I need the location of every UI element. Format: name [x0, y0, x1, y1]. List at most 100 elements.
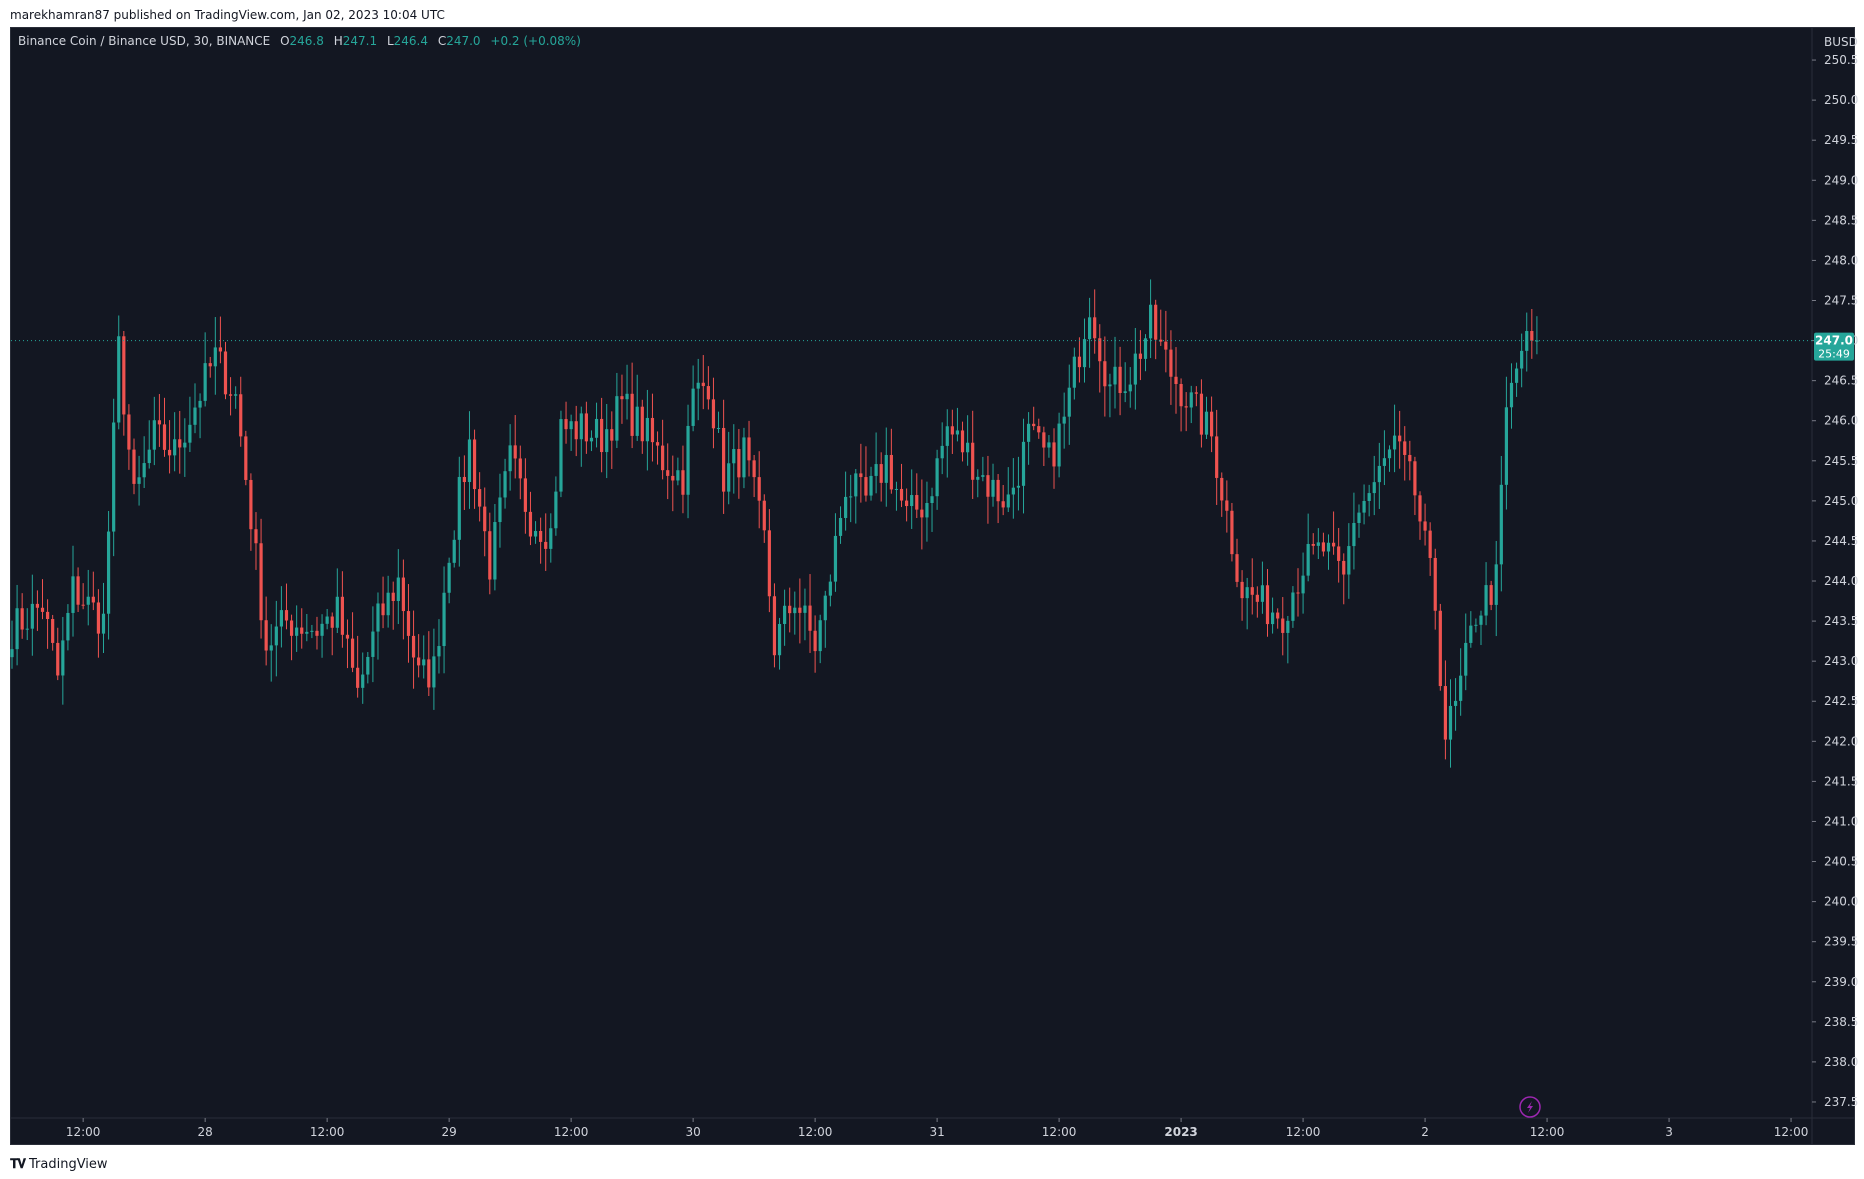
candle-body [539, 530, 543, 542]
x-tick-label: 12:00 [310, 1125, 345, 1139]
candle-body [925, 503, 929, 518]
candle-body [498, 497, 502, 523]
candle-body [798, 607, 802, 613]
candle-body [945, 426, 949, 446]
candle-body [991, 479, 995, 497]
candle-body [20, 608, 24, 630]
candle-body [1077, 356, 1082, 368]
candle-body [1042, 432, 1046, 448]
candle-body [1225, 500, 1229, 511]
candle-body [234, 394, 238, 396]
candle-body [803, 605, 807, 613]
candle-body [1032, 423, 1036, 427]
candle-body [396, 577, 400, 602]
candle-body [1138, 353, 1143, 359]
candle-body [589, 437, 594, 442]
candle-body [147, 449, 151, 464]
candle-body [1494, 564, 1498, 605]
candle-body [15, 608, 19, 650]
candle-body [1011, 487, 1015, 495]
candle-body [737, 449, 741, 478]
candle-body [356, 667, 360, 688]
candle-body [457, 476, 461, 540]
candle-body [747, 437, 751, 461]
candle-body [478, 489, 482, 507]
candle-body [71, 576, 75, 613]
candle-body [386, 592, 390, 616]
candle-body [605, 429, 609, 453]
candle-body [955, 430, 960, 435]
candle-body [1016, 485, 1021, 488]
candle-body [960, 430, 965, 453]
candle-body [1220, 477, 1224, 501]
candle-body [554, 491, 558, 529]
candle-body [864, 477, 868, 496]
candle-body [223, 351, 228, 395]
candle-body [569, 421, 573, 430]
y-tick-label: 241.0 [1824, 814, 1858, 828]
y-tick-label: 247.5 [1824, 294, 1858, 308]
candle-body [467, 439, 472, 483]
candle-body [1082, 339, 1087, 368]
candle-body [208, 363, 212, 367]
candle-body [1377, 465, 1381, 483]
candle-body [650, 417, 655, 443]
candle-body [437, 646, 441, 657]
candle-body [513, 445, 517, 459]
y-tick-label: 248.5 [1824, 213, 1858, 227]
chart-frame[interactable] [10, 27, 1855, 1145]
candle-body [1316, 542, 1320, 546]
candle-body [1057, 423, 1061, 467]
candle-body [86, 596, 90, 605]
x-tick-label: 12:00 [66, 1125, 101, 1139]
candle-body [25, 628, 29, 630]
candle-body [691, 388, 695, 426]
candle-body [706, 386, 710, 400]
candle-body [417, 657, 421, 666]
high-label: H [333, 34, 343, 48]
candle-body [1281, 618, 1285, 633]
candle-body [666, 470, 670, 476]
candle-body [1199, 393, 1204, 435]
candle-body [828, 581, 832, 596]
candle-body [228, 394, 233, 396]
candle-body [51, 619, 55, 643]
candle-body [544, 541, 548, 549]
last-price-label: 247.0 [1815, 334, 1853, 348]
candle-body [772, 596, 777, 656]
candle-body [920, 509, 924, 518]
candle-body [1128, 384, 1132, 392]
candle-body [971, 442, 975, 480]
candle-body [1357, 512, 1361, 523]
candle-body [777, 623, 782, 656]
candle-body [173, 439, 177, 456]
y-tick-label: 246.0 [1824, 414, 1858, 428]
y-tick-label: 245.5 [1824, 454, 1858, 468]
candle-body [447, 562, 451, 593]
candle-body [183, 442, 187, 448]
candle-body [213, 347, 217, 367]
candle-body [66, 612, 70, 641]
candle-body [752, 460, 756, 478]
x-tick-label: 30 [685, 1125, 700, 1139]
candle-body [1418, 495, 1422, 522]
candle-body [996, 479, 1000, 502]
candle-body [1001, 501, 1005, 508]
candle-body [1509, 382, 1514, 408]
candle-body [533, 530, 538, 537]
candle-body [838, 517, 843, 536]
candle-body [518, 458, 522, 479]
lightning-icon[interactable] [1519, 1096, 1541, 1118]
candle-body [762, 500, 766, 531]
candle-body [879, 464, 883, 483]
candle-body [859, 473, 863, 478]
candle-body [320, 623, 324, 636]
candle-body [1189, 392, 1193, 408]
y-tick-label: 243.0 [1824, 654, 1858, 668]
candle-body [1235, 554, 1239, 582]
y-tick-label: 250.0 [1824, 93, 1858, 107]
y-tick-label: 244.5 [1824, 534, 1858, 548]
y-tick-label: 246.5 [1824, 374, 1858, 388]
candle-body [1286, 620, 1290, 633]
